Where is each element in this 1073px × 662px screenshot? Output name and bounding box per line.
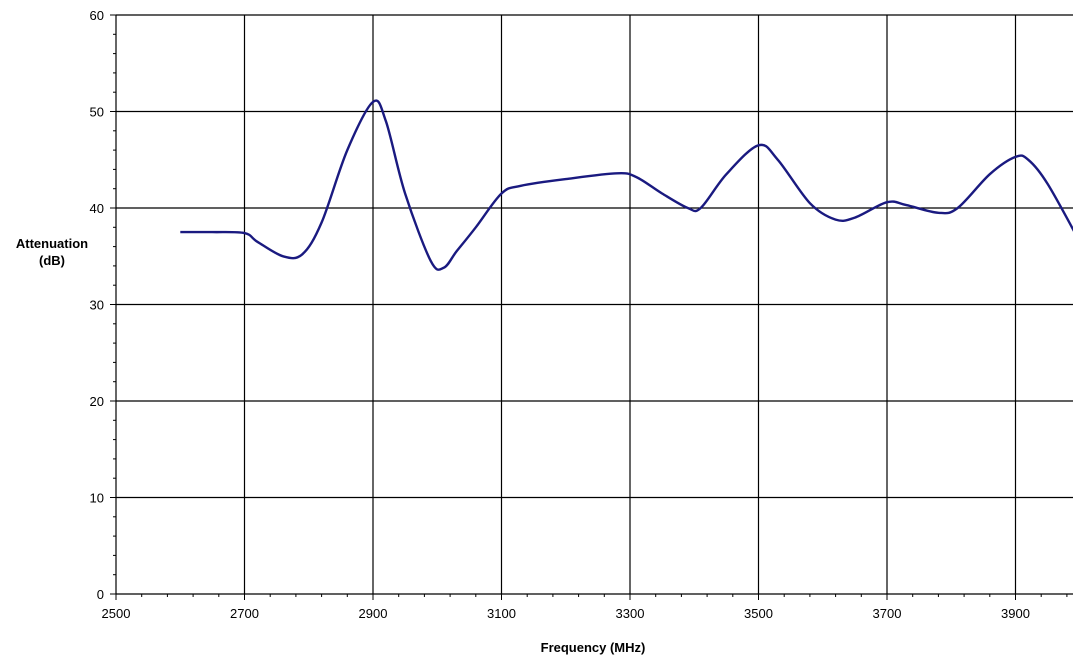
x-axis-tick-labels: 2500 2700 2900 3100 3300 3500 3700 3900 [102, 606, 1030, 621]
y-tick-label: 30 [90, 298, 104, 313]
x-tick-label: 2900 [359, 606, 388, 621]
x-tick-label: 3700 [873, 606, 902, 621]
minor-ticks [113, 33, 1068, 597]
x-tick-label: 3300 [616, 606, 645, 621]
y-tick-label: 50 [90, 105, 104, 120]
x-tick-label: 3500 [744, 606, 773, 621]
y-tick-label: 60 [90, 8, 104, 23]
series [180, 99, 1073, 271]
x-tick-label: 3100 [487, 606, 516, 621]
x-tick-label: 2500 [102, 606, 131, 621]
grid [116, 14, 1073, 594]
x-tick-label: 2700 [230, 606, 259, 621]
x-tick-label: 3900 [1001, 606, 1030, 621]
axes [110, 14, 1073, 600]
attenuation-series-line [180, 99, 1073, 271]
y-axis-title-line-2: (dB) [39, 253, 65, 268]
y-tick-label: 40 [90, 201, 104, 216]
y-tick-label: 20 [90, 394, 104, 409]
y-axis-title-line-1: Attenuation [16, 236, 88, 251]
y-axis-tick-labels: 0 10 20 30 40 50 60 [90, 8, 104, 602]
y-tick-label: 10 [90, 491, 104, 506]
x-axis-title: Frequency (MHz) [541, 640, 646, 655]
y-tick-label: 0 [97, 587, 104, 602]
